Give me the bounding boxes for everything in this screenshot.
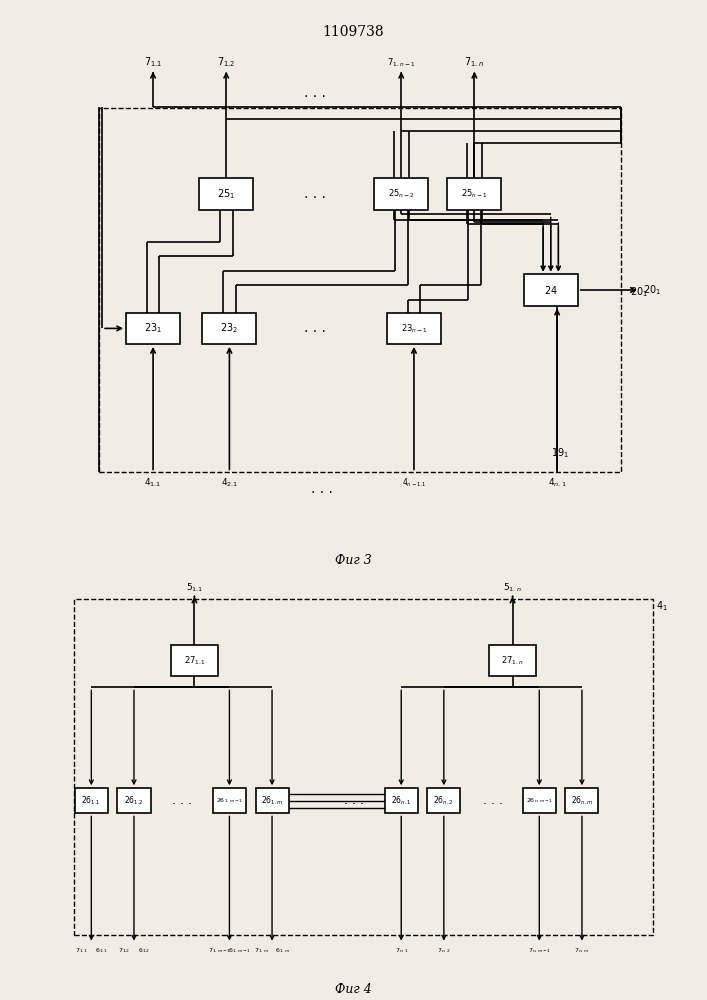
Text: $7_{1.1}$: $7_{1.1}$ xyxy=(75,946,88,955)
Text: $26_{1.2}$: $26_{1.2}$ xyxy=(124,795,144,807)
Text: $7_{1.n}$: $7_{1.n}$ xyxy=(464,55,484,69)
Text: $20_1$: $20_1$ xyxy=(631,286,648,299)
Bar xyxy=(385,788,418,813)
Bar xyxy=(170,645,218,676)
Text: $23_2$: $23_2$ xyxy=(221,322,238,335)
Text: $24$: $24$ xyxy=(544,284,558,296)
Text: $20_1$: $20_1$ xyxy=(643,283,661,297)
Text: . . .: . . . xyxy=(311,482,332,496)
Bar xyxy=(489,645,537,676)
Text: $7_{1.1}$: $7_{1.1}$ xyxy=(144,55,163,69)
Bar xyxy=(522,788,556,813)
Text: $7_{1.2}$: $7_{1.2}$ xyxy=(117,946,130,955)
Text: $4_{n-1.1}$: $4_{n-1.1}$ xyxy=(402,476,426,489)
Text: $5_{1.n}$: $5_{1.n}$ xyxy=(503,581,522,594)
Bar xyxy=(199,178,253,210)
Text: $7_{1.2}$: $7_{1.2}$ xyxy=(217,55,235,69)
Text: Фиг 4: Фиг 4 xyxy=(335,983,372,996)
Bar xyxy=(75,788,108,813)
Text: $25_{n-1}$: $25_{n-1}$ xyxy=(461,188,488,200)
Bar xyxy=(427,788,460,813)
Bar xyxy=(524,274,578,306)
Bar xyxy=(74,599,653,935)
Bar xyxy=(126,313,180,344)
Text: $26_{n.2}$: $26_{n.2}$ xyxy=(433,795,455,807)
Bar xyxy=(213,788,246,813)
Text: $26_{1.m}$: $26_{1.m}$ xyxy=(261,795,284,807)
Text: $4_{n.1}$: $4_{n.1}$ xyxy=(548,476,566,489)
Text: $26_{n.m-1}$: $26_{n.m-1}$ xyxy=(526,796,553,805)
Text: . . .: . . . xyxy=(172,794,192,807)
Text: $6_{1.1}$: $6_{1.1}$ xyxy=(95,946,107,955)
Text: $23_1$: $23_1$ xyxy=(144,322,162,335)
Text: $7_{n.m-1}$: $7_{n.m-1}$ xyxy=(527,946,551,955)
Text: $26_{n.1}$: $26_{n.1}$ xyxy=(391,795,411,807)
Text: . . .: . . . xyxy=(305,321,326,335)
Bar xyxy=(374,178,428,210)
Text: $26_{n.m}$: $26_{n.m}$ xyxy=(571,795,593,807)
Bar xyxy=(566,788,598,813)
Text: $6_{1.2}$: $6_{1.2}$ xyxy=(138,946,151,955)
Text: . . .: . . . xyxy=(344,794,363,807)
Text: $25_1$: $25_1$ xyxy=(217,187,235,201)
Text: $25_{n-2}$: $25_{n-2}$ xyxy=(388,188,414,200)
Text: . . .: . . . xyxy=(305,187,326,201)
Text: . . .: . . . xyxy=(484,794,503,807)
Text: $7_{1.n-1}$: $7_{1.n-1}$ xyxy=(387,57,415,69)
Bar xyxy=(255,788,288,813)
Text: $23_{n-1}$: $23_{n-1}$ xyxy=(401,322,427,335)
Text: $7_{1.m}$: $7_{1.m}$ xyxy=(255,946,269,955)
Text: $19_1$: $19_1$ xyxy=(551,447,569,460)
Bar xyxy=(202,313,257,344)
Text: Фиг 3: Фиг 3 xyxy=(335,554,372,567)
Text: $7_{n.1}$: $7_{n.1}$ xyxy=(395,946,408,955)
Bar xyxy=(99,108,621,472)
Text: . . .: . . . xyxy=(305,86,326,100)
Text: $27_{1.n}$: $27_{1.n}$ xyxy=(501,655,524,667)
Text: $7_{n.m}$: $7_{n.m}$ xyxy=(574,946,590,955)
Text: 1109738: 1109738 xyxy=(322,25,385,39)
Text: $4_{1.1}$: $4_{1.1}$ xyxy=(144,476,162,489)
Text: $4_{2.1}$: $4_{2.1}$ xyxy=(221,476,238,489)
Text: $4_1$: $4_1$ xyxy=(656,599,667,613)
Bar xyxy=(448,178,501,210)
Text: $27_{1.1}$: $27_{1.1}$ xyxy=(184,655,205,667)
Text: $7_{1.m-1}$: $7_{1.m-1}$ xyxy=(208,946,230,955)
Text: $26_{1.1}$: $26_{1.1}$ xyxy=(81,795,101,807)
Text: $6_{1.m-1}$: $6_{1.m-1}$ xyxy=(228,946,251,955)
Text: $7_{n.2}$: $7_{n.2}$ xyxy=(437,946,450,955)
Text: $26_{1.m-1}$: $26_{1.m-1}$ xyxy=(216,796,243,805)
Bar xyxy=(387,313,441,344)
Bar xyxy=(117,788,151,813)
Text: $6_{1.m}$: $6_{1.m}$ xyxy=(275,946,290,955)
Text: $5_{1.1}$: $5_{1.1}$ xyxy=(186,581,203,594)
